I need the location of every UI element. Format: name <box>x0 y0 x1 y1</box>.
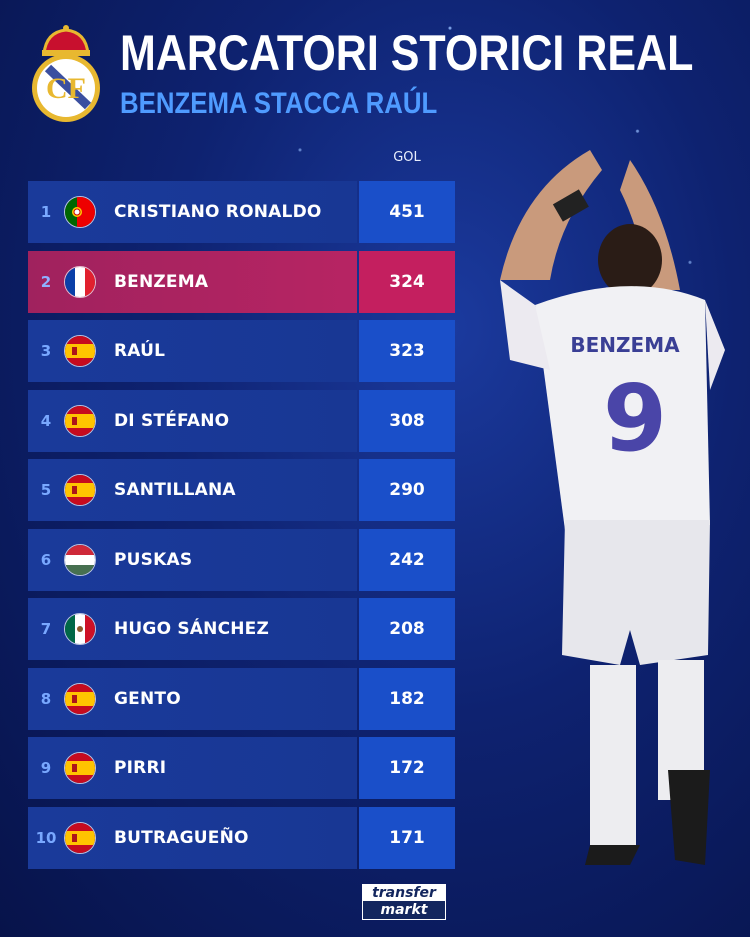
shirt-name: BENZEMA <box>570 333 680 357</box>
player-cell: 9 PIRRI <box>28 737 357 799</box>
table-row: 6 PUSKAS 242 <box>28 528 455 591</box>
goals-value: 171 <box>359 806 455 869</box>
rank: 1 <box>40 203 52 221</box>
table-row: 10 BUTRAGUEÑO 171 <box>28 806 455 869</box>
table-row: 5 SANTILLANA 290 <box>28 459 455 521</box>
spain-flag-icon <box>64 335 96 367</box>
player-name: SANTILLANA <box>114 480 236 500</box>
goals-value: 172 <box>359 737 455 799</box>
hungary-flag-icon <box>64 543 96 576</box>
table-row: 4 DI STÉFANO 308 <box>28 389 455 452</box>
goals-value: 323 <box>359 320 455 382</box>
spain-flag-icon <box>64 752 96 784</box>
player-cell: 2 BENZEMA <box>28 250 357 313</box>
player-cell: 4 DI STÉFANO <box>28 389 357 452</box>
goals-value: 182 <box>359 667 455 730</box>
shirt-number: 9 <box>603 365 667 472</box>
goals-value: 290 <box>359 459 455 521</box>
player-cell: 5 SANTILLANA <box>28 459 357 521</box>
rank: 9 <box>40 759 52 777</box>
goals-value: 242 <box>359 528 455 591</box>
player-cell: 6 PUSKAS <box>28 528 357 591</box>
spain-flag-icon <box>64 682 96 715</box>
table-row: 2 BENZEMA 324 <box>28 250 455 313</box>
rank: 2 <box>40 272 52 291</box>
rank: 8 <box>40 689 52 708</box>
goals-value: 308 <box>359 389 455 452</box>
spain-flag-icon <box>64 404 96 437</box>
goals-value: 324 <box>359 250 455 313</box>
player-name: PUSKAS <box>114 549 193 570</box>
table-row: 1 CRISTIANO RONALDO 451 <box>28 181 455 243</box>
portugal-flag-icon <box>64 196 96 228</box>
player-cell: 3 RAÚL <box>28 320 357 382</box>
player-name: RAÚL <box>114 341 166 361</box>
rank: 7 <box>40 620 52 638</box>
spain-flag-icon <box>64 474 96 506</box>
france-flag-icon <box>64 265 96 298</box>
goals-value: 208 <box>359 598 455 660</box>
player-name: PIRRI <box>114 758 167 778</box>
page-subtitle: BENZEMA STACCA RAÚL <box>120 87 438 120</box>
table-row: 3 RAÚL 323 <box>28 320 455 382</box>
player-cell: 1 CRISTIANO RONALDO <box>28 181 357 243</box>
player-name: DI STÉFANO <box>114 410 230 431</box>
goals-value: 451 <box>359 181 455 243</box>
mexico-flag-icon <box>64 613 96 645</box>
player-name: GENTO <box>114 688 181 709</box>
rank: 5 <box>40 481 52 499</box>
table-row: 8 GENTO 182 <box>28 667 455 730</box>
player-image: BENZEMA 9 <box>500 150 725 865</box>
rank: 10 <box>35 828 57 847</box>
rank: 4 <box>40 411 52 430</box>
player-cell: 10 BUTRAGUEÑO <box>28 806 357 869</box>
spain-flag-icon <box>64 821 96 854</box>
player-name: BUTRAGUEÑO <box>114 827 249 848</box>
svg-text:CF: CF <box>46 72 86 105</box>
transfermarkt-logo: transfer markt <box>362 884 446 920</box>
player-cell: 7 HUGO SÁNCHEZ <box>28 598 357 660</box>
real-madrid-crest-logo: CF <box>32 25 100 122</box>
page-title: MARCATORI STORICI REAL <box>120 25 694 81</box>
rank: 6 <box>40 550 52 569</box>
player-cell: 8 GENTO <box>28 667 357 730</box>
player-name: BENZEMA <box>114 271 209 292</box>
player-name: HUGO SÁNCHEZ <box>114 619 270 639</box>
column-header-goals: GOL <box>393 150 421 165</box>
table-row: 7 HUGO SÁNCHEZ 208 <box>28 598 455 660</box>
rank: 3 <box>40 342 52 360</box>
player-name: CRISTIANO RONALDO <box>114 202 322 222</box>
table-row: 9 PIRRI 172 <box>28 737 455 799</box>
